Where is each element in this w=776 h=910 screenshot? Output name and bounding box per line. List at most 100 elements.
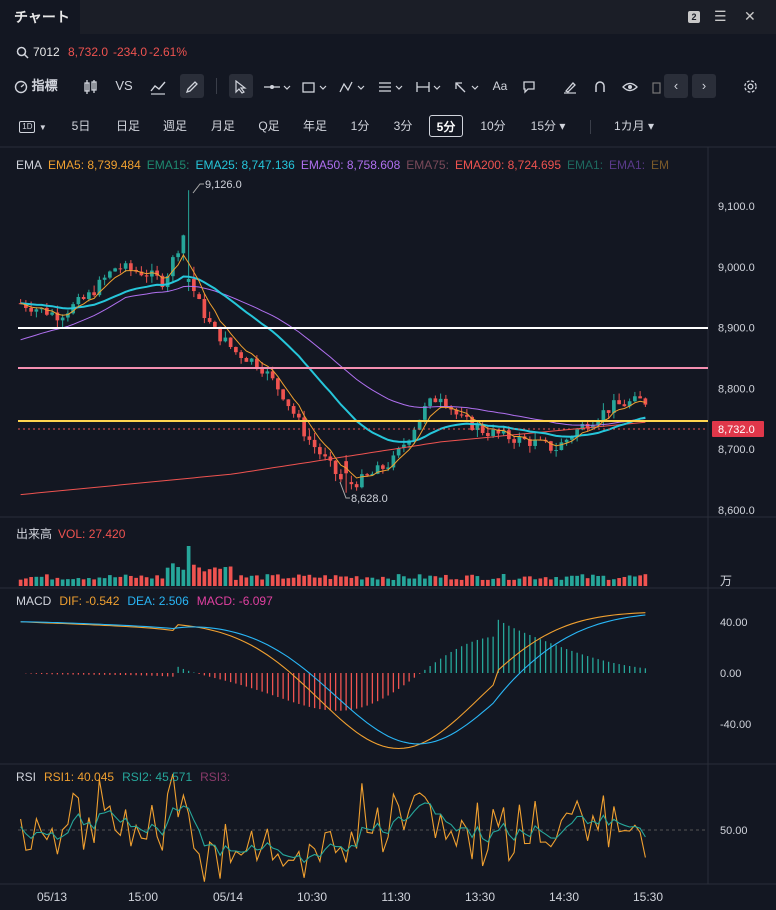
candle-body [113, 268, 117, 272]
timeframe-0[interactable]: 5日 [71, 119, 91, 133]
timeframe-2[interactable]: 週足 [162, 119, 187, 133]
price-axis-label-0: 9,100.0 [718, 201, 755, 213]
timeframe-6[interactable]: 1分 [350, 119, 370, 133]
candle-body [428, 398, 432, 406]
volume-bar [465, 575, 469, 586]
candle-body [223, 337, 228, 342]
shape-tool-icon[interactable] [300, 74, 330, 98]
candle-body [218, 326, 222, 342]
candle-body [339, 474, 343, 480]
candle-body [354, 484, 359, 488]
ema-legend[interactable]: EMA EMA5: 8,739.484 EMA15: EMA25: 8,747.136… [16, 158, 675, 172]
candle-body [454, 409, 459, 415]
timeframe-1[interactable]: 日足 [115, 119, 140, 133]
volume-bar [580, 574, 585, 586]
candle-body [475, 424, 480, 430]
horizontal-line-tool-icon[interactable] [262, 74, 292, 98]
symbol-code[interactable]: 7012 [33, 45, 60, 59]
volume-bar [533, 579, 537, 586]
volume-bar [627, 575, 632, 586]
ema50-line [20, 285, 646, 426]
volume-bar [39, 576, 44, 586]
candle-body [496, 429, 501, 434]
candle-body [402, 444, 406, 449]
candle-body [29, 307, 33, 312]
drawing-toolbar: 指標 VS Aa ‹ › [0, 72, 776, 100]
candle-body [255, 358, 259, 368]
measure-tool-icon[interactable] [414, 74, 444, 98]
candle-body [181, 235, 186, 254]
ema-legend-item-0: EMA5: 8,739.484 [48, 158, 141, 172]
rsi-legend[interactable]: RSI RSI1: 40.045 RSI2: 45.571 RSI3: [16, 770, 230, 784]
timeframe-3[interactable]: 月足 [210, 119, 235, 133]
brush-icon[interactable] [560, 74, 580, 98]
macd-label: MACD [16, 594, 52, 608]
timeframe-11[interactable]: 1カ月 ▾ [613, 119, 655, 133]
volume-bar [370, 577, 375, 586]
chart-style-icon[interactable] [148, 74, 168, 98]
candle-body [627, 401, 632, 407]
candle-body [270, 371, 275, 379]
rsi-label: RSI [16, 770, 37, 784]
candle-body [522, 436, 527, 440]
ema200-line [20, 421, 646, 496]
chart-tab[interactable]: チャート [0, 0, 80, 34]
volume-bar [176, 567, 180, 586]
arrow-tool-icon[interactable] [452, 74, 482, 98]
fib-tool-icon[interactable] [376, 74, 406, 98]
eye-icon[interactable] [620, 74, 640, 98]
volume-bar [570, 575, 574, 586]
candle-body [564, 439, 569, 443]
candle-body [501, 430, 506, 434]
volume-bar [118, 576, 123, 586]
last-price-tag: 8,732.0 [718, 424, 755, 436]
volume-bar [549, 579, 553, 586]
candle-body [591, 424, 595, 429]
volume-bar [643, 574, 648, 586]
timeframe-8[interactable]: 5分 [429, 115, 463, 137]
pattern-tool-icon[interactable] [338, 74, 368, 98]
candle-body [449, 406, 453, 410]
high-annotation: 9,126.0 [205, 179, 242, 191]
window-count-badge[interactable]: 2 [688, 11, 700, 23]
time-axis-label-2: 05/14 [213, 890, 243, 904]
settings-gear-icon[interactable] [740, 74, 760, 98]
interval-select[interactable]: 1D ▼ [16, 115, 50, 137]
toolbar-scroll-left-button[interactable]: ‹ [664, 74, 688, 98]
volume-bar [512, 579, 516, 586]
cursor-icon[interactable] [229, 74, 253, 98]
timeframe-5[interactable]: 年足 [302, 119, 327, 133]
text-tool-button[interactable]: Aa [492, 79, 508, 93]
toolbar-scroll-right-button[interactable]: › [692, 74, 716, 98]
timeframe-4[interactable]: Q足 [258, 119, 280, 133]
timeframe-7[interactable]: 3分 [393, 119, 413, 133]
macd-axis-label-0: 40.00 [720, 617, 748, 629]
time-axis-label-6: 14:30 [549, 890, 579, 904]
candle-body [171, 257, 175, 277]
candle-type-icon[interactable] [80, 74, 100, 98]
timeframe-9[interactable]: 10分 [480, 119, 506, 133]
candle-body [370, 473, 375, 476]
draw-pencil-icon[interactable] [180, 74, 204, 98]
timeframe-10[interactable]: 15分 ▾ [530, 119, 566, 133]
compare-button[interactable]: VS [115, 78, 133, 93]
volume-bar [391, 579, 396, 586]
volume-bar [501, 574, 506, 586]
volume-bar [186, 546, 191, 586]
time-axis-label-7: 15:30 [633, 890, 663, 904]
close-icon[interactable]: ✕ [744, 8, 756, 24]
macd-legend[interactable]: MACD DIF: -0.542 DEA: 2.506 MACD: -6.097 [16, 594, 273, 608]
comment-icon[interactable] [519, 74, 539, 98]
volume-bar [249, 575, 254, 586]
candle-body [606, 410, 611, 413]
search-icon[interactable] [16, 40, 29, 64]
candle-body [486, 433, 490, 437]
trash-icon[interactable] [650, 74, 662, 98]
candle-body [491, 429, 495, 437]
volume-bar [507, 579, 511, 586]
volume-legend[interactable]: 出来高 VOL: 27.420 [16, 525, 125, 542]
volume-bar [134, 577, 138, 586]
indicators-button[interactable]: 指標 [14, 74, 64, 98]
list-icon[interactable]: ☰ [714, 8, 727, 24]
magnet-icon[interactable] [590, 74, 610, 98]
